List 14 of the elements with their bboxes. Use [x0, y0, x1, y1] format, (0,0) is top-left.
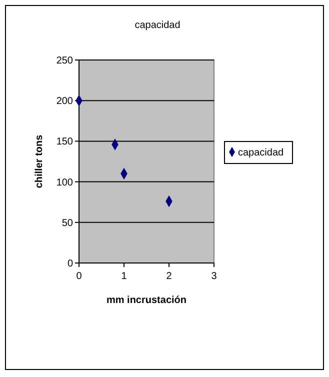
chart-title: capacidad	[134, 20, 180, 31]
y-tick-label: 150	[56, 136, 74, 148]
y-axis-title: chiller tons	[34, 134, 45, 188]
x-tick-label: 3	[211, 271, 218, 282]
y-tick-label: 100	[56, 177, 74, 188]
x-axis-title: mm incrustación	[106, 295, 187, 306]
x-tick-label: 1	[121, 271, 128, 282]
legend-label: capacidad	[238, 148, 284, 158]
y-tick-label: 50	[62, 218, 74, 229]
y-tick-label: 200	[56, 96, 74, 108]
x-tick-label: 0	[76, 271, 82, 282]
y-tick-label: 0	[67, 258, 74, 270]
x-tick-label: 2	[166, 271, 172, 282]
y-tick-label: 250	[56, 56, 74, 66]
